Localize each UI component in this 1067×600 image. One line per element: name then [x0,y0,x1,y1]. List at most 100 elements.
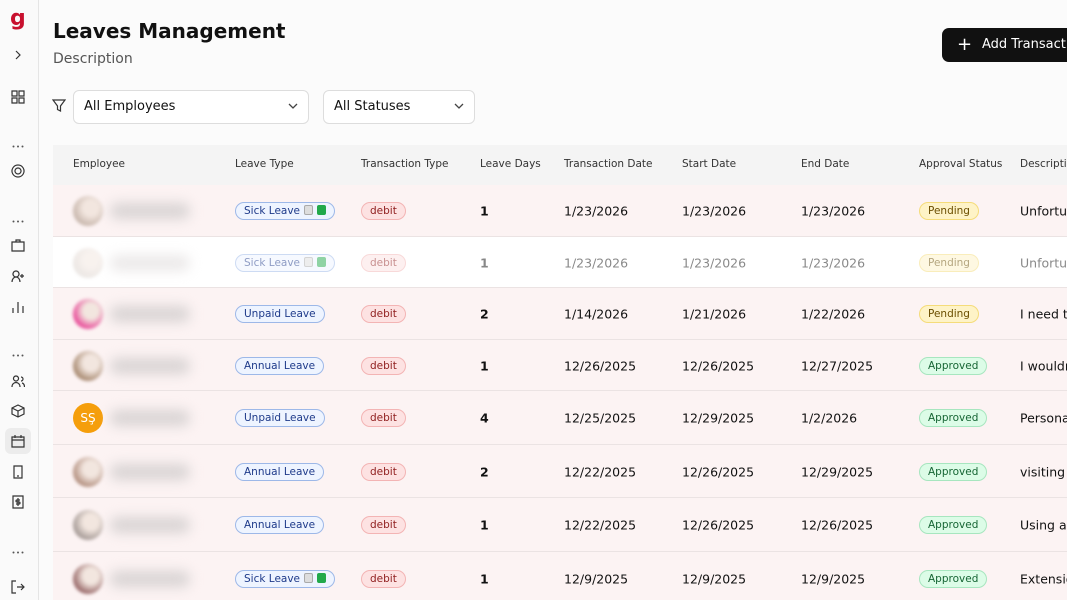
description: Unfortun [1020,203,1067,219]
description: I need to [1020,306,1067,322]
table-row[interactable] [53,445,1067,498]
description: visiting re [1020,464,1067,479]
description: Using an [1020,517,1067,533]
transaction-date: 1/23/2026 [564,255,629,270]
employee-name-redacted [110,306,190,322]
section-separator [12,145,24,148]
column-header: Transaction Type [361,158,449,170]
start-date: 12/9/2025 [682,571,747,587]
leave-type-badge: Unpaid Leave [235,305,325,323]
end-date: 1/23/2026 [801,255,866,270]
column-header: Leave Type [235,158,294,170]
transaction-type-badge: debit [361,305,406,323]
employee-name-redacted [110,410,190,426]
leave-type-badge: Annual Leave [235,516,325,534]
transaction-date: 12/25/2025 [564,410,637,426]
employee-avatar [73,564,103,594]
leave-type-label: Unpaid Leave [244,412,316,424]
column-header: End Date [801,158,850,170]
table-row[interactable] [53,391,1067,445]
leave-days: 1 [480,255,489,270]
leave-type-badge: Sick Leave [235,570,336,588]
leave-days: 1 [480,571,489,587]
approval-status-badge: Pending [919,253,979,272]
chart-icon[interactable] [11,300,25,314]
description: Extension [1020,571,1067,587]
description: I wouldn [1020,358,1067,373]
table-row[interactable] [53,288,1067,340]
expand-icon[interactable] [11,48,25,62]
employee-name-redacted [110,357,190,374]
logo: g [10,6,26,31]
employee-avatar [73,299,103,329]
chevron [288,103,298,109]
chevron [454,103,464,109]
start-date: 1/21/2026 [682,306,747,322]
column-header: Transaction Date [564,158,653,170]
approval-status-badge: Pending [919,202,979,220]
logout-icon[interactable] [11,580,25,594]
users-icon[interactable] [11,374,25,388]
add-transaction-button[interactable]: + Add Transaction [942,28,1067,62]
phone-icon[interactable] [11,465,25,479]
employee-avatar [73,510,103,540]
leave-type-badge: Annual Leave [235,356,325,375]
employee-avatar: SŞ [73,403,103,433]
start-date: 1/23/2026 [682,255,747,270]
leave-type-badge: Sick Leave [235,253,336,272]
employee-name-redacted [110,254,190,271]
employee-name-redacted [110,203,190,219]
page-title: Leaves Management [53,19,286,43]
employee-avatar [73,350,103,381]
table-row[interactable] [53,552,1067,600]
attachment-icon [317,205,327,215]
leave-days: 1 [480,517,489,533]
start-date: 12/29/2025 [682,410,755,426]
calendar-icon[interactable] [11,434,25,448]
attachment-icon [304,573,314,583]
leave-days: 4 [480,410,489,426]
transaction-type-badge: debit [361,462,406,481]
transaction-type-badge: debit [361,356,406,375]
attachment-icon [317,256,327,267]
user-add-icon[interactable] [11,269,25,283]
table-row[interactable] [53,498,1067,552]
employee-filter[interactable]: All Employees [73,90,309,124]
invoice-icon[interactable] [11,495,25,509]
transaction-date: 1/14/2026 [564,306,629,322]
leave-type-label: Sick Leave [244,205,301,217]
table-header [53,145,1067,186]
end-date: 12/27/2025 [801,358,874,373]
transaction-type-badge: debit [361,570,406,588]
column-header: Description [1020,158,1067,170]
leave-type-badge: Sick Leave [235,202,336,220]
table-row[interactable] [53,340,1067,391]
description: Unfortun [1020,255,1067,270]
table-row[interactable] [53,185,1067,237]
column-header: Start Date [682,158,737,170]
approval-status-badge: Approved [919,409,988,427]
add-button-label: Add Transaction [982,37,1067,52]
status-filter[interactable]: All Statuses [323,90,475,124]
leave-type-label: Annual Leave [244,359,316,372]
transaction-date: 1/23/2026 [564,203,629,219]
column-header: Leave Days [480,158,541,170]
leave-type-label: Unpaid Leave [244,308,316,320]
briefcase-icon[interactable] [11,238,25,252]
end-date: 1/2/2026 [801,410,858,426]
dashboard-icon[interactable] [11,90,25,104]
plus-icon: + [957,34,973,55]
column-header: Approval Status [919,158,1003,170]
status-filter-label: All Statuses [334,99,411,114]
table-row[interactable] [53,237,1067,288]
start-date: 12/26/2025 [682,517,755,533]
page-description: Description [53,51,133,67]
section-separator [12,220,24,223]
package-icon[interactable] [11,404,25,418]
transaction-type-badge: debit [361,202,406,220]
leave-type-label: Annual Leave [244,465,316,478]
start-date: 12/26/2025 [682,358,755,373]
target-icon[interactable] [11,164,25,178]
leave-type-label: Sick Leave [244,256,301,269]
transaction-date: 12/22/2025 [564,517,637,533]
